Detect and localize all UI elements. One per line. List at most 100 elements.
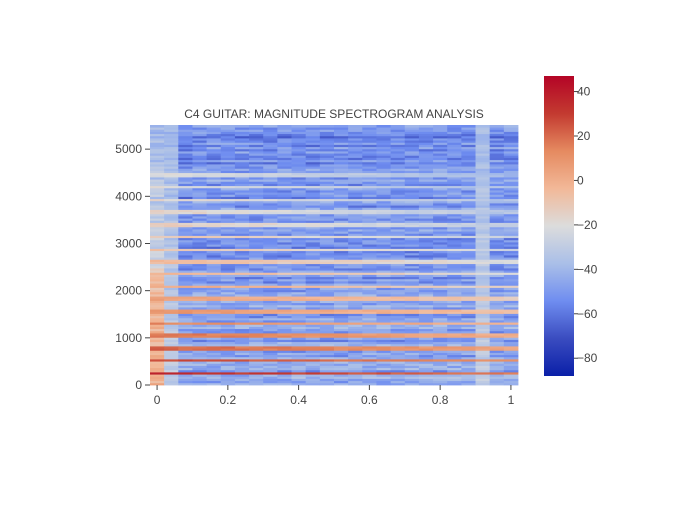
- heatmap-cell: [348, 376, 363, 379]
- heatmap-cell: [305, 294, 321, 297]
- heatmap-cell: [489, 133, 505, 137]
- heatmap-cell: [433, 317, 448, 321]
- heatmap-cell: [447, 187, 462, 191]
- heatmap-cell: [220, 187, 236, 191]
- heatmap-cell: [319, 302, 335, 306]
- heatmap-cell: [305, 250, 321, 254]
- heatmap-cell: [164, 216, 179, 219]
- heatmap-cell: [503, 146, 519, 150]
- heatmap-cell: [334, 361, 349, 364]
- heatmap-cell: [390, 320, 406, 323]
- heatmap-cell: [390, 166, 406, 169]
- heatmap-cell: [404, 252, 420, 256]
- heatmap-cell: [220, 220, 236, 223]
- heatmap-cell: [277, 179, 292, 182]
- heatmap-cell: [461, 326, 476, 330]
- heatmap-cell: [234, 127, 250, 130]
- heatmap-cell: [489, 140, 505, 143]
- heatmap-cell: [277, 224, 292, 228]
- heatmap-cell: [277, 361, 292, 364]
- heatmap-cell: [263, 170, 278, 174]
- heatmap-cell: [277, 231, 292, 234]
- heatmap-cell: [404, 287, 420, 291]
- heatmap-cell: [475, 359, 491, 362]
- heatmap-cell: [206, 324, 222, 327]
- heatmap-cell: [263, 148, 278, 152]
- heatmap-cell: [291, 183, 307, 187]
- heatmap-cell: [164, 326, 179, 330]
- heatmap-cell: [277, 192, 292, 195]
- heatmap-cell: [489, 185, 505, 189]
- heatmap-cell: [263, 242, 278, 245]
- heatmap-cell: [376, 250, 392, 254]
- heatmap-cell: [319, 291, 335, 295]
- heatmap-cell: [319, 296, 335, 299]
- heatmap-cell: [390, 248, 406, 252]
- heatmap-cell: [390, 235, 406, 239]
- heatmap-cell: [192, 330, 208, 334]
- heatmap-cell: [263, 380, 278, 384]
- heatmap-cell: [475, 198, 491, 202]
- heatmap-cell: [291, 155, 307, 158]
- heatmap-cell: [192, 213, 208, 217]
- heatmap-cell: [220, 127, 236, 130]
- heatmap-cell: [164, 298, 179, 301]
- heatmap-cell: [192, 298, 208, 301]
- heatmap-cell: [390, 278, 406, 282]
- heatmap-cell: [390, 304, 406, 308]
- heatmap-cell: [291, 365, 307, 369]
- heatmap-cell: [503, 354, 519, 358]
- heatmap-cell: [376, 131, 392, 135]
- heatmap-cell: [192, 216, 208, 219]
- heatmap-cell: [277, 281, 292, 284]
- heatmap-cell: [291, 287, 307, 291]
- heatmap-cell: [348, 168, 363, 171]
- heatmap-cell: [277, 309, 292, 312]
- heatmap-cell: [475, 194, 491, 197]
- heatmap-cell: [234, 367, 250, 371]
- heatmap-cell: [404, 164, 420, 167]
- heatmap-cell: [348, 183, 363, 187]
- heatmap-cell: [277, 142, 292, 145]
- heatmap-cell: [362, 356, 377, 360]
- heatmap-cell: [489, 359, 505, 362]
- heatmap-cell: [206, 224, 222, 228]
- heatmap-cell: [249, 285, 264, 288]
- heatmap-cell: [447, 237, 462, 241]
- heatmap-cell: [418, 250, 434, 254]
- heatmap-cell: [376, 356, 392, 360]
- heatmap-cell: [277, 229, 292, 232]
- heatmap-cell: [503, 183, 519, 187]
- heatmap-cell: [291, 129, 307, 132]
- heatmap-cell: [192, 346, 208, 349]
- heatmap-cell: [418, 350, 434, 353]
- heatmap-cell: [249, 242, 264, 245]
- heatmap-cell: [291, 281, 307, 284]
- heatmap-cell: [376, 313, 392, 317]
- heatmap-cell: [362, 125, 377, 128]
- heatmap-cell: [503, 177, 519, 180]
- heatmap-cell: [234, 131, 250, 135]
- heatmap-cell: [291, 216, 307, 219]
- heatmap-cell: [348, 302, 363, 306]
- heatmap-cell: [291, 179, 307, 182]
- heatmap-cell: [404, 255, 420, 258]
- heatmap-cell: [150, 337, 165, 340]
- heatmap-cell: [390, 153, 406, 156]
- heatmap-cell: [234, 298, 250, 301]
- heatmap-cell: [263, 207, 278, 210]
- heatmap-cell: [362, 146, 377, 150]
- heatmap-cell: [220, 174, 236, 178]
- heatmap-cell: [206, 242, 222, 245]
- heatmap-cell: [503, 369, 519, 373]
- heatmap-cell: [461, 324, 476, 327]
- heatmap-cell: [390, 187, 406, 191]
- heatmap-cell: [150, 185, 165, 189]
- heatmap-cell: [503, 255, 519, 258]
- heatmap-cell: [263, 203, 278, 206]
- heatmap-cell: [475, 229, 491, 232]
- heatmap-cell: [277, 248, 292, 252]
- heatmap-cell: [220, 276, 236, 280]
- heatmap-cell: [404, 382, 420, 386]
- heatmap-cell: [178, 239, 193, 243]
